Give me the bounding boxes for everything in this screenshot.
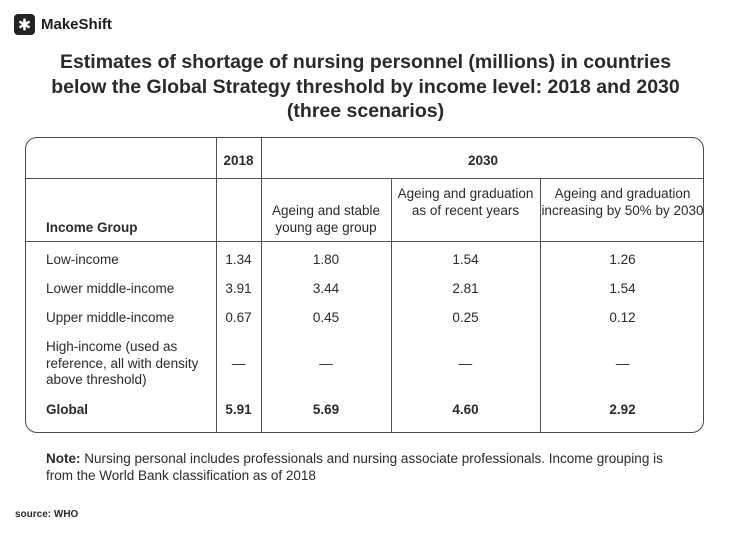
cell-scenario-3: 2.92 [609,402,636,417]
cell-2018: — [231,356,246,371]
note-text: Nursing personal includes professionals … [46,451,663,483]
header-income-group: Income Group [46,220,138,235]
cell-2018: 5.91 [225,402,252,417]
note-label: Note: [46,451,81,466]
column-divider [261,138,262,432]
cell-scenario-3: 1.54 [609,281,636,296]
source-credit: source: WHO [15,509,79,520]
row-label: Low-income [46,252,119,267]
footnote: Note: Nursing personal includes professi… [46,450,686,484]
cell-scenario-1: 3.44 [312,281,340,296]
row-label: High-income (used as reference, all with… [46,339,199,387]
makeshift-logo-icon [14,14,35,35]
header-scenario-2: Ageing and graduation as of recent years [397,186,534,218]
brand-name: MakeShift [41,16,112,33]
cell-scenario-1: 1.80 [312,252,340,267]
row-divider [26,241,703,242]
row-label: Lower middle-income [46,281,175,296]
row-label: Upper middle-income [46,310,175,325]
cell-scenario-2: 4.60 [452,402,479,417]
header-scenario-3: Ageing and graduation increasing by 50% … [541,186,704,218]
brand: MakeShift [14,14,112,35]
cell-scenario-2: — [458,356,473,371]
cell-scenario-1: 0.45 [312,310,340,325]
column-divider [391,179,392,432]
data-table: 2018 2030 Income Group Ageing and stable… [25,137,704,433]
cell-scenario-1: — [319,356,333,371]
row-label: Global [46,402,89,417]
cell-scenario-2: 2.81 [452,281,479,296]
cell-2018: 3.91 [225,281,252,296]
row-divider [26,178,703,179]
cell-scenario-1: 5.69 [312,402,340,417]
cell-scenario-3: 0.12 [609,310,636,325]
cell-scenario-3: — [615,356,630,371]
cell-scenario-2: 1.54 [452,252,479,267]
column-divider [540,179,541,432]
column-divider [216,138,217,432]
cell-2018: 0.67 [225,310,252,325]
cell-2018: 1.34 [225,252,252,267]
header-scenario-1: Ageing and stable young age group [271,203,381,235]
cell-scenario-3: 1.26 [609,252,636,267]
page-title: Estimates of shortage of nursing personn… [51,51,680,122]
header-2018: 2018 [223,153,254,168]
cell-scenario-2: 0.25 [452,310,479,325]
header-2030: 2030 [467,153,499,168]
